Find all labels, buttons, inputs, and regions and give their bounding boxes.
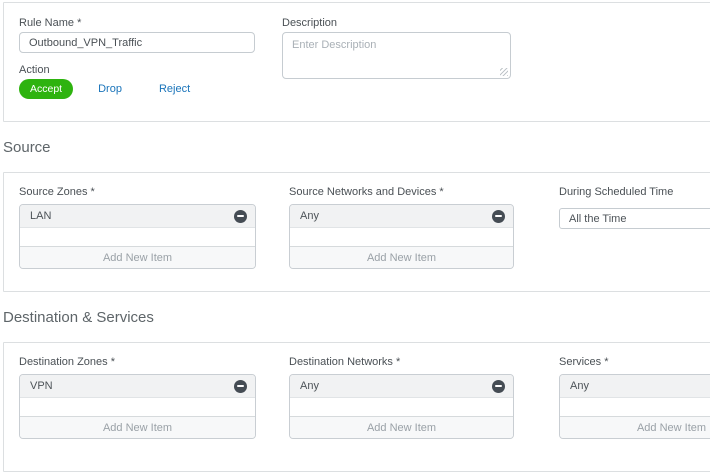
action-label: Action bbox=[19, 64, 50, 76]
listbox-empty-area bbox=[560, 398, 710, 416]
add-new-item-button[interactable]: Add New Item bbox=[290, 246, 513, 268]
source-section-heading: Source bbox=[3, 139, 51, 156]
description-label: Description bbox=[282, 17, 338, 29]
remove-icon[interactable] bbox=[492, 379, 505, 393]
list-item: LAN bbox=[20, 205, 255, 228]
source-card: Source Zones * LAN Add New Item Source N… bbox=[3, 172, 710, 292]
add-new-item-button[interactable]: Add New Item bbox=[20, 416, 255, 438]
remove-icon[interactable] bbox=[234, 209, 247, 223]
schedule-selected-value: All the Time bbox=[569, 212, 627, 225]
action-options-row: Accept Drop Reject bbox=[19, 79, 190, 99]
source-networks-listbox: Any Add New Item bbox=[289, 204, 514, 269]
action-reject-button[interactable]: Reject bbox=[158, 83, 191, 95]
list-item: VPN bbox=[20, 375, 255, 398]
source-networks-label: Source Networks and Devices * bbox=[289, 186, 444, 198]
description-field-wrap bbox=[282, 32, 511, 79]
schedule-label: During Scheduled Time bbox=[559, 186, 674, 198]
list-item: Any bbox=[290, 375, 513, 398]
action-accept-button[interactable]: Accept bbox=[19, 79, 74, 99]
list-item: Any bbox=[560, 375, 710, 398]
list-item-label: Any bbox=[300, 380, 319, 392]
rule-basics-card: Rule Name * Description Action Accept Dr… bbox=[3, 2, 710, 122]
remove-icon[interactable] bbox=[234, 379, 247, 393]
add-new-item-button[interactable]: Add New Item bbox=[560, 416, 710, 438]
rule-name-label: Rule Name * bbox=[19, 17, 82, 29]
action-drop-button[interactable]: Drop bbox=[98, 83, 122, 95]
list-item-label: Any bbox=[570, 380, 589, 392]
list-item-label: LAN bbox=[30, 210, 52, 222]
listbox-empty-area bbox=[20, 228, 255, 246]
firewall-rule-form: { "accent_colors": { "accept_green": "#2… bbox=[3, 2, 710, 472]
source-zones-label: Source Zones * bbox=[19, 186, 95, 198]
services-label: Services * bbox=[559, 356, 609, 368]
remove-icon[interactable] bbox=[492, 209, 505, 223]
description-textarea[interactable] bbox=[282, 32, 511, 79]
add-new-item-button[interactable]: Add New Item bbox=[290, 416, 513, 438]
list-item-label: Any bbox=[300, 210, 319, 222]
destination-networks-listbox: Any Add New Item bbox=[289, 374, 514, 439]
source-zones-listbox: LAN Add New Item bbox=[19, 204, 256, 269]
listbox-empty-area bbox=[20, 398, 255, 416]
schedule-select[interactable]: All the Time bbox=[559, 208, 710, 229]
destination-card: Destination Zones * VPN Add New Item Des… bbox=[3, 342, 710, 472]
services-listbox: Any Add New Item bbox=[559, 374, 710, 439]
destination-zones-listbox: VPN Add New Item bbox=[19, 374, 256, 439]
add-new-item-button[interactable]: Add New Item bbox=[20, 246, 255, 268]
list-item: Any bbox=[290, 205, 513, 228]
destination-section-heading: Destination & Services bbox=[3, 309, 154, 326]
rule-name-input[interactable] bbox=[19, 32, 255, 53]
resize-grip-icon[interactable] bbox=[500, 68, 508, 76]
destination-zones-label: Destination Zones * bbox=[19, 356, 115, 368]
listbox-empty-area bbox=[290, 228, 513, 246]
destination-networks-label: Destination Networks * bbox=[289, 356, 401, 368]
listbox-empty-area bbox=[290, 398, 513, 416]
list-item-label: VPN bbox=[30, 380, 53, 392]
